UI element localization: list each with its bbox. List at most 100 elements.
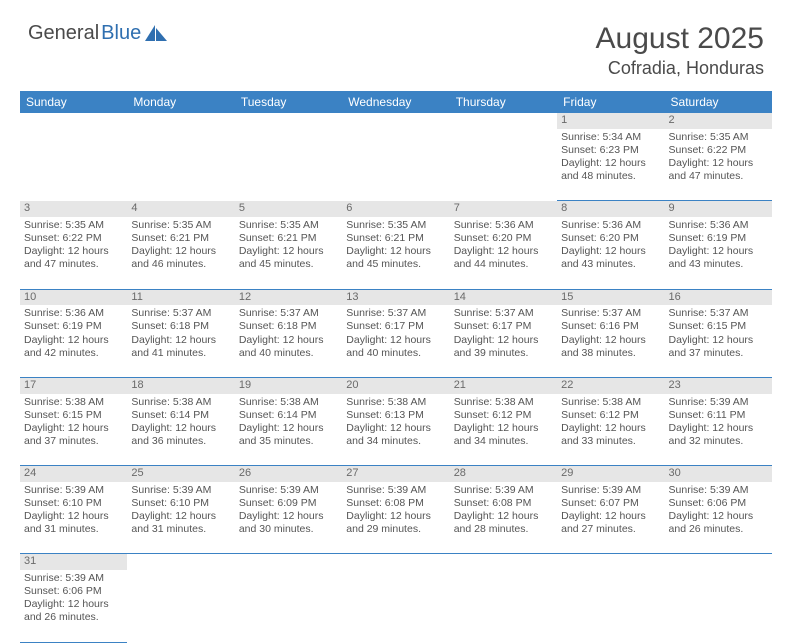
daylight-text: and 26 minutes. — [24, 611, 123, 624]
day-number — [450, 554, 557, 570]
sunset-text: Sunset: 6:10 PM — [131, 497, 230, 510]
day-number — [450, 113, 557, 129]
day-number — [235, 113, 342, 129]
daylight-text: Daylight: 12 hours — [561, 157, 660, 170]
day-number-row: 12 — [20, 113, 772, 129]
daylight-text: Daylight: 12 hours — [24, 245, 123, 258]
daylight-text: and 40 minutes. — [239, 347, 338, 360]
weekday-header: Tuesday — [235, 91, 342, 113]
day-cell: Sunrise: 5:39 AMSunset: 6:06 PMDaylight:… — [20, 570, 127, 642]
weekday-header: Monday — [127, 91, 234, 113]
daylight-text: and 32 minutes. — [669, 435, 768, 448]
daylight-text: Daylight: 12 hours — [669, 245, 768, 258]
day-cell — [450, 570, 557, 642]
day-cell: Sunrise: 5:39 AMSunset: 6:06 PMDaylight:… — [665, 482, 772, 554]
weekday-header-row: Sunday Monday Tuesday Wednesday Thursday… — [20, 91, 772, 113]
day-cell: Sunrise: 5:39 AMSunset: 6:08 PMDaylight:… — [342, 482, 449, 554]
day-content-row: Sunrise: 5:36 AMSunset: 6:19 PMDaylight:… — [20, 305, 772, 377]
daylight-text: and 38 minutes. — [561, 347, 660, 360]
daylight-text: Daylight: 12 hours — [346, 245, 445, 258]
day-cell — [342, 570, 449, 642]
day-number: 12 — [235, 289, 342, 305]
daylight-text: Daylight: 12 hours — [669, 510, 768, 523]
daylight-text: Daylight: 12 hours — [346, 422, 445, 435]
day-cell: Sunrise: 5:36 AMSunset: 6:20 PMDaylight:… — [557, 217, 664, 289]
daylight-text: and 30 minutes. — [239, 523, 338, 536]
day-number — [127, 554, 234, 570]
day-number — [235, 554, 342, 570]
daylight-text: and 47 minutes. — [24, 258, 123, 271]
daylight-text: and 28 minutes. — [454, 523, 553, 536]
day-number-row: 3456789 — [20, 201, 772, 217]
day-number: 26 — [235, 466, 342, 482]
daylight-text: Daylight: 12 hours — [669, 157, 768, 170]
day-number: 25 — [127, 466, 234, 482]
day-number: 10 — [20, 289, 127, 305]
calendar-body: 12Sunrise: 5:34 AMSunset: 6:23 PMDayligh… — [20, 113, 772, 642]
daylight-text: Daylight: 12 hours — [561, 422, 660, 435]
sunset-text: Sunset: 6:21 PM — [131, 232, 230, 245]
sunrise-text: Sunrise: 5:35 AM — [346, 219, 445, 232]
day-number: 23 — [665, 377, 772, 393]
daylight-text: and 44 minutes. — [454, 258, 553, 271]
daylight-text: Daylight: 12 hours — [346, 334, 445, 347]
logo-text-general: General — [28, 22, 99, 45]
day-cell: Sunrise: 5:39 AMSunset: 6:10 PMDaylight:… — [127, 482, 234, 554]
daylight-text: and 34 minutes. — [454, 435, 553, 448]
daylight-text: and 45 minutes. — [239, 258, 338, 271]
sunset-text: Sunset: 6:06 PM — [669, 497, 768, 510]
weekday-header: Saturday — [665, 91, 772, 113]
day-number: 4 — [127, 201, 234, 217]
daylight-text: and 48 minutes. — [561, 170, 660, 183]
daylight-text: and 46 minutes. — [131, 258, 230, 271]
daylight-text: Daylight: 12 hours — [239, 245, 338, 258]
sunset-text: Sunset: 6:07 PM — [561, 497, 660, 510]
day-number — [342, 113, 449, 129]
sunset-text: Sunset: 6:12 PM — [454, 409, 553, 422]
day-cell: Sunrise: 5:34 AMSunset: 6:23 PMDaylight:… — [557, 129, 664, 201]
sunrise-text: Sunrise: 5:38 AM — [131, 396, 230, 409]
day-cell: Sunrise: 5:38 AMSunset: 6:13 PMDaylight:… — [342, 394, 449, 466]
day-number: 7 — [450, 201, 557, 217]
daylight-text: Daylight: 12 hours — [669, 422, 768, 435]
day-number: 15 — [557, 289, 664, 305]
day-number: 6 — [342, 201, 449, 217]
day-number: 27 — [342, 466, 449, 482]
daylight-text: and 37 minutes. — [669, 347, 768, 360]
day-cell: Sunrise: 5:39 AMSunset: 6:09 PMDaylight:… — [235, 482, 342, 554]
daylight-text: and 41 minutes. — [131, 347, 230, 360]
daylight-text: Daylight: 12 hours — [239, 510, 338, 523]
sunrise-text: Sunrise: 5:39 AM — [239, 484, 338, 497]
day-cell: Sunrise: 5:35 AMSunset: 6:21 PMDaylight:… — [342, 217, 449, 289]
daylight-text: Daylight: 12 hours — [24, 422, 123, 435]
daylight-text: Daylight: 12 hours — [131, 422, 230, 435]
day-cell: Sunrise: 5:37 AMSunset: 6:15 PMDaylight:… — [665, 305, 772, 377]
day-number: 31 — [20, 554, 127, 570]
day-number: 2 — [665, 113, 772, 129]
day-number: 20 — [342, 377, 449, 393]
day-number: 14 — [450, 289, 557, 305]
day-cell — [557, 570, 664, 642]
day-number: 3 — [20, 201, 127, 217]
sunrise-text: Sunrise: 5:35 AM — [24, 219, 123, 232]
sunset-text: Sunset: 6:17 PM — [346, 320, 445, 333]
daylight-text: and 47 minutes. — [669, 170, 768, 183]
sunset-text: Sunset: 6:06 PM — [24, 585, 123, 598]
daylight-text: and 42 minutes. — [24, 347, 123, 360]
sunset-text: Sunset: 6:18 PM — [239, 320, 338, 333]
day-number: 13 — [342, 289, 449, 305]
daylight-text: and 31 minutes. — [24, 523, 123, 536]
day-number: 30 — [665, 466, 772, 482]
day-content-row: Sunrise: 5:38 AMSunset: 6:15 PMDaylight:… — [20, 394, 772, 466]
daylight-text: and 36 minutes. — [131, 435, 230, 448]
sunset-text: Sunset: 6:08 PM — [454, 497, 553, 510]
sunrise-text: Sunrise: 5:37 AM — [131, 307, 230, 320]
sunrise-text: Sunrise: 5:38 AM — [454, 396, 553, 409]
daylight-text: Daylight: 12 hours — [454, 245, 553, 258]
day-number: 18 — [127, 377, 234, 393]
sunset-text: Sunset: 6:12 PM — [561, 409, 660, 422]
daylight-text: and 29 minutes. — [346, 523, 445, 536]
day-cell: Sunrise: 5:38 AMSunset: 6:12 PMDaylight:… — [450, 394, 557, 466]
day-cell: Sunrise: 5:39 AMSunset: 6:11 PMDaylight:… — [665, 394, 772, 466]
weekday-header: Thursday — [450, 91, 557, 113]
